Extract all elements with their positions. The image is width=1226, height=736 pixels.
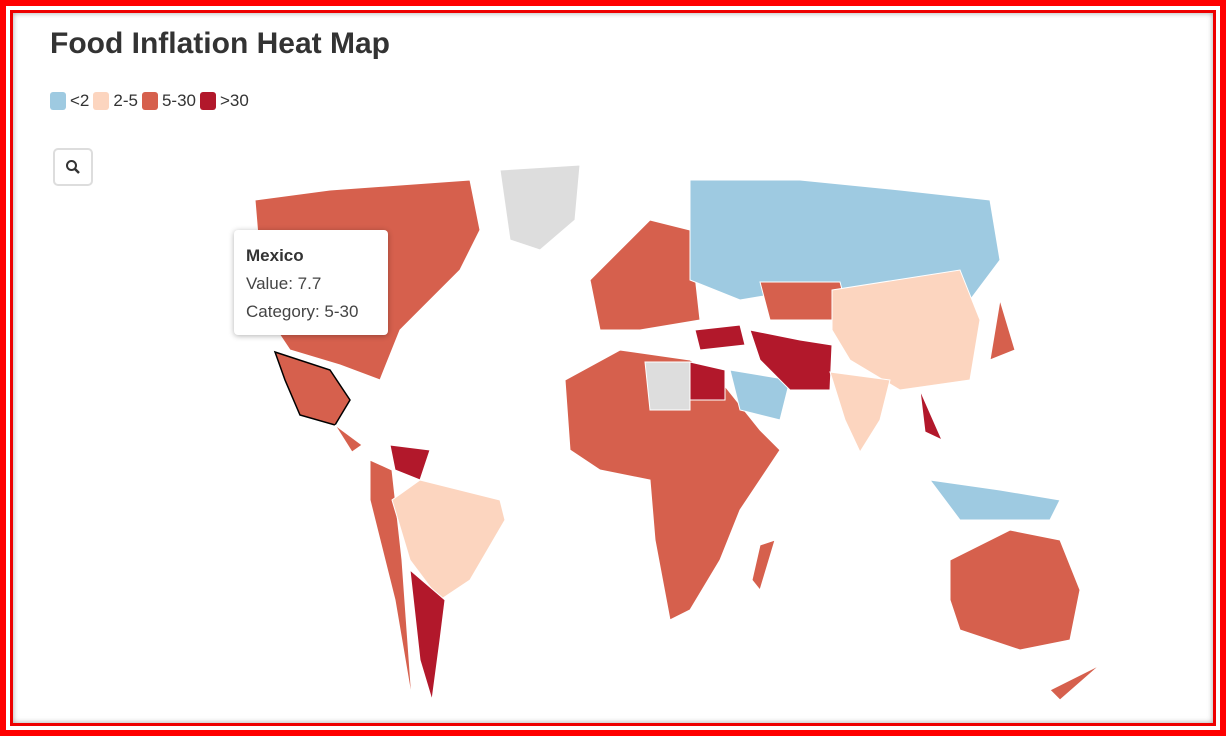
argentina[interactable] <box>409 568 446 701</box>
china[interactable] <box>831 269 981 391</box>
australia[interactable] <box>949 529 1081 651</box>
venezuela[interactable] <box>389 444 431 481</box>
search-button[interactable] <box>53 148 93 186</box>
egypt[interactable] <box>689 361 726 401</box>
japan[interactable] <box>989 299 1016 361</box>
turkey[interactable] <box>694 324 746 351</box>
legend: <2 2-5 5-30 >30 <box>50 91 253 111</box>
madagascar[interactable] <box>751 539 776 592</box>
greenland-no-data <box>499 164 581 251</box>
legend-label: 5-30 <box>161 91 196 110</box>
iran[interactable] <box>749 329 833 391</box>
brazil[interactable] <box>391 479 506 601</box>
legend-swatch <box>50 92 66 110</box>
tooltip-category: Category: 5-30 <box>246 302 359 321</box>
tooltip: Mexico Value: 7.7 Category: 5-30 <box>234 230 388 335</box>
new-zealand[interactable] <box>1049 664 1101 701</box>
legend-item[interactable]: <2 <box>50 91 89 111</box>
sahara-no-data <box>644 361 691 411</box>
andes[interactable] <box>369 459 413 701</box>
central-america[interactable] <box>334 424 363 453</box>
europe[interactable] <box>589 219 701 331</box>
legend-item[interactable]: >30 <box>200 91 249 111</box>
indonesia[interactable] <box>928 479 1061 521</box>
tooltip-value: Value: 7.7 <box>246 274 322 293</box>
legend-swatch <box>200 92 216 110</box>
legend-swatch <box>141 92 158 110</box>
india[interactable] <box>829 371 891 454</box>
legend-label: 2-5 <box>113 91 138 110</box>
title: Food Inflation Heat Map <box>50 27 390 60</box>
legend-item[interactable]: 2-5 <box>93 91 138 111</box>
search-icon <box>66 160 80 174</box>
legend-item[interactable]: 5-30 <box>141 91 196 111</box>
legend-label: <2 <box>70 91 90 110</box>
legend-label: >30 <box>220 91 249 110</box>
saudi-arabia[interactable] <box>729 369 791 421</box>
legend-swatch <box>93 92 110 110</box>
tooltip-country: Mexico <box>246 246 304 265</box>
southeast-asia[interactable] <box>919 389 943 442</box>
